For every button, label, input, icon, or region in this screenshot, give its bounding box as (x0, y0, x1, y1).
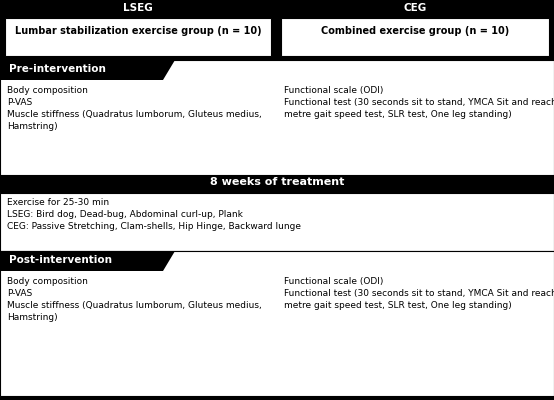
Text: Exercise for 25-30 min: Exercise for 25-30 min (7, 198, 109, 207)
Text: metre gait speed test, SLR test, One leg standing): metre gait speed test, SLR test, One leg… (284, 110, 512, 119)
Bar (0, 251, 554, 396)
Text: LSEG: LSEG (123, 3, 153, 13)
Text: Body composition: Body composition (7, 86, 88, 95)
Text: Body composition: Body composition (7, 277, 88, 286)
Text: Hamstring): Hamstring) (7, 313, 58, 322)
Text: Combined exercise group (n = 10): Combined exercise group (n = 10) (321, 26, 509, 36)
Polygon shape (0, 60, 175, 80)
Text: Pre-intervention: Pre-intervention (9, 64, 106, 74)
Text: LSEG: Bird dog, Dead-bug, Abdominal curl-up, Plank: LSEG: Bird dog, Dead-bug, Abdominal curl… (7, 210, 243, 219)
Text: 8 weeks of treatment: 8 weeks of treatment (210, 177, 344, 187)
Bar (0, 60, 554, 175)
Bar (0, 175, 554, 193)
Text: P-VAS: P-VAS (7, 289, 32, 298)
Text: Muscle stiffness (Quadratus lumborum, Gluteus medius,: Muscle stiffness (Quadratus lumborum, Gl… (7, 110, 261, 119)
Text: Post-intervention: Post-intervention (9, 255, 112, 265)
Text: P-VAS: P-VAS (7, 98, 32, 107)
Bar (281, 18, 549, 56)
Text: CEG: Passive Stretching, Clam-shells, Hip Hinge, Backward lunge: CEG: Passive Stretching, Clam-shells, Hi… (7, 222, 301, 231)
Text: metre gait speed test, SLR test, One leg standing): metre gait speed test, SLR test, One leg… (284, 301, 512, 310)
Text: Functional test (30 seconds sit to stand, YMCA Sit and reach, 4: Functional test (30 seconds sit to stand… (284, 98, 554, 107)
Text: CEG: CEG (403, 3, 427, 13)
Text: Functional scale (ODI): Functional scale (ODI) (284, 277, 383, 286)
Text: Hamstring): Hamstring) (7, 122, 58, 131)
Text: Functional scale (ODI): Functional scale (ODI) (284, 86, 383, 95)
Bar (0, 193, 554, 251)
Text: Functional test (30 seconds sit to stand, YMCA Sit and reach, 4: Functional test (30 seconds sit to stand… (284, 289, 554, 298)
Text: Lumbar stabilization exercise group (n = 10): Lumbar stabilization exercise group (n =… (15, 26, 261, 36)
Bar (5, 18, 271, 56)
Text: Muscle stiffness (Quadratus lumborum, Gluteus medius,: Muscle stiffness (Quadratus lumborum, Gl… (7, 301, 261, 310)
Polygon shape (0, 251, 175, 271)
